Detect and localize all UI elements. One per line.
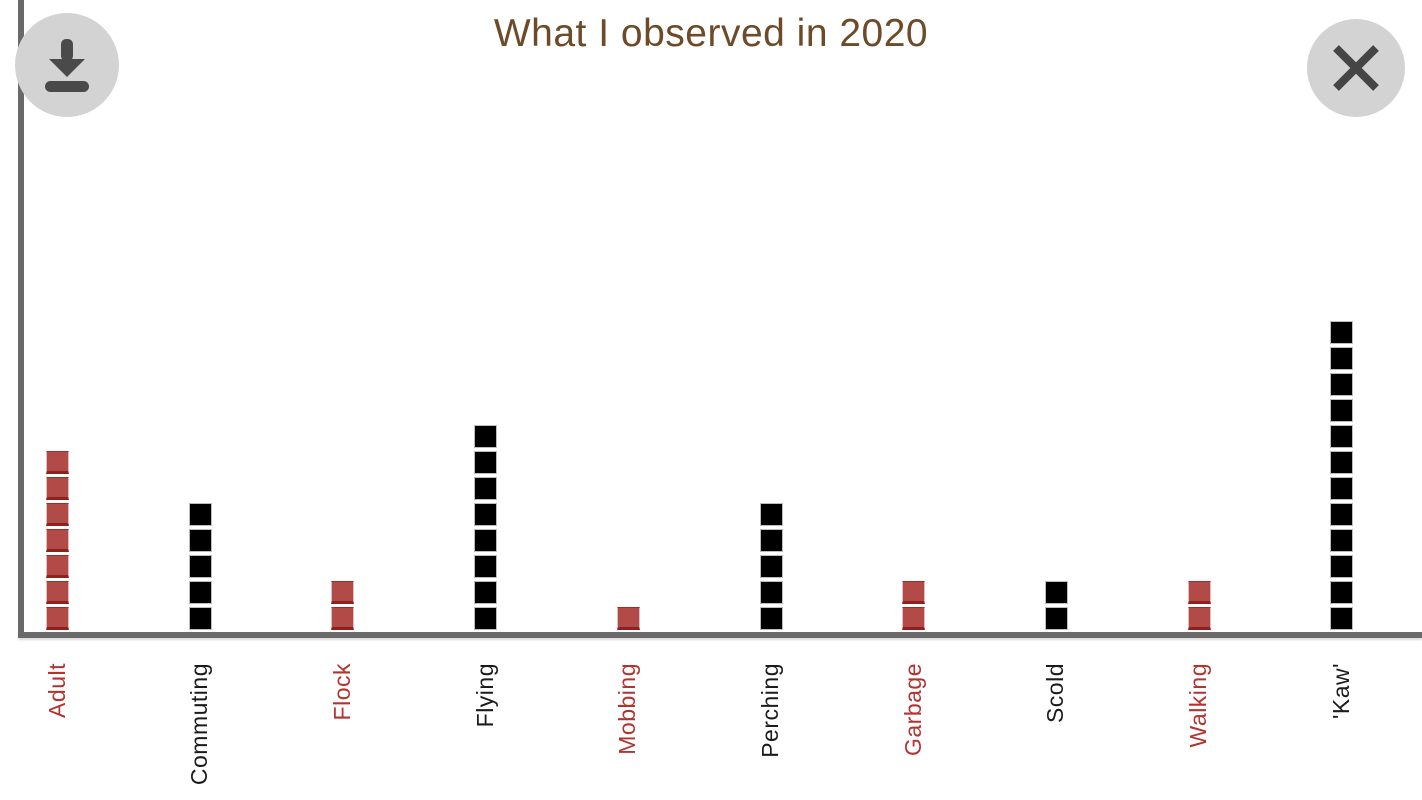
unit-square [46,503,69,526]
unit-square [474,607,498,630]
unit-square [474,581,498,604]
bar-column-adult [46,451,69,630]
unit-square [188,529,212,552]
unit-square [759,581,783,604]
bar-column-flying [474,425,498,630]
unit-square [331,581,355,604]
unit-square [46,477,69,500]
unit-square [1187,581,1211,604]
unit-square [474,529,498,552]
unit-square [1330,321,1354,344]
x-axis-label-kaw: 'Kaw' [1327,663,1354,720]
unit-square [46,555,69,578]
chart-title: What I observed in 2020 [493,12,929,55]
unit-square [759,607,783,630]
unit-square [1044,607,1068,630]
x-axis-label-adult: Adult [43,663,70,718]
x-axis-line [18,632,1422,638]
unit-square [331,607,355,630]
bar-column-mobbing [616,607,640,630]
bar-column-perching [759,503,783,630]
x-axis-label-mobbing: Mobbing [614,663,641,755]
unit-square [1044,581,1068,604]
unit-square [188,607,212,630]
download-icon [37,35,97,95]
unit-square [46,451,69,474]
unit-square [1330,347,1354,370]
unit-square [474,425,498,448]
unit-square [474,451,498,474]
unit-square [759,503,783,526]
close-button[interactable] [1307,19,1405,117]
unit-square [1330,477,1354,500]
unit-square [474,503,498,526]
unit-square [1330,581,1354,604]
unit-square [188,555,212,578]
x-axis-label-walking: Walking [1185,663,1212,748]
bar-column-kaw [1330,321,1354,630]
unit-square [902,607,926,630]
unit-square [1330,399,1354,422]
unit-square [46,607,69,630]
unit-square [1330,555,1354,578]
unit-square [1330,451,1354,474]
download-button[interactable] [15,13,119,117]
unit-square [188,581,212,604]
x-axis-label-perching: Perching [757,663,783,758]
unit-square [1330,373,1354,396]
unit-square [1187,607,1211,630]
x-axis-label-flying: Flying [471,663,498,728]
bar-column-walking [1187,581,1211,630]
unit-square [46,529,69,552]
unit-square [188,503,212,526]
unit-square [474,555,498,578]
unit-square [759,529,783,552]
x-axis-label-flock: Flock [328,663,355,721]
unit-square [474,477,498,500]
unit-square [902,581,926,604]
x-axis-label-scold: Scold [1042,663,1069,724]
unit-square [46,581,69,604]
x-axis-label-garbage: Garbage [899,663,926,757]
unit-square [1330,425,1354,448]
bar-column-scold [1044,581,1068,630]
unit-square [1330,503,1354,526]
unit-square [616,607,640,630]
x-axis-label-commuting: Commuting [186,663,213,786]
close-icon [1327,39,1385,97]
unit-square [1330,529,1354,552]
bar-column-commuting [188,503,212,630]
unit-square [1330,607,1354,630]
unit-square [759,555,783,578]
y-axis-line [18,0,24,638]
bar-column-flock [331,581,355,630]
bar-column-garbage [902,581,926,630]
